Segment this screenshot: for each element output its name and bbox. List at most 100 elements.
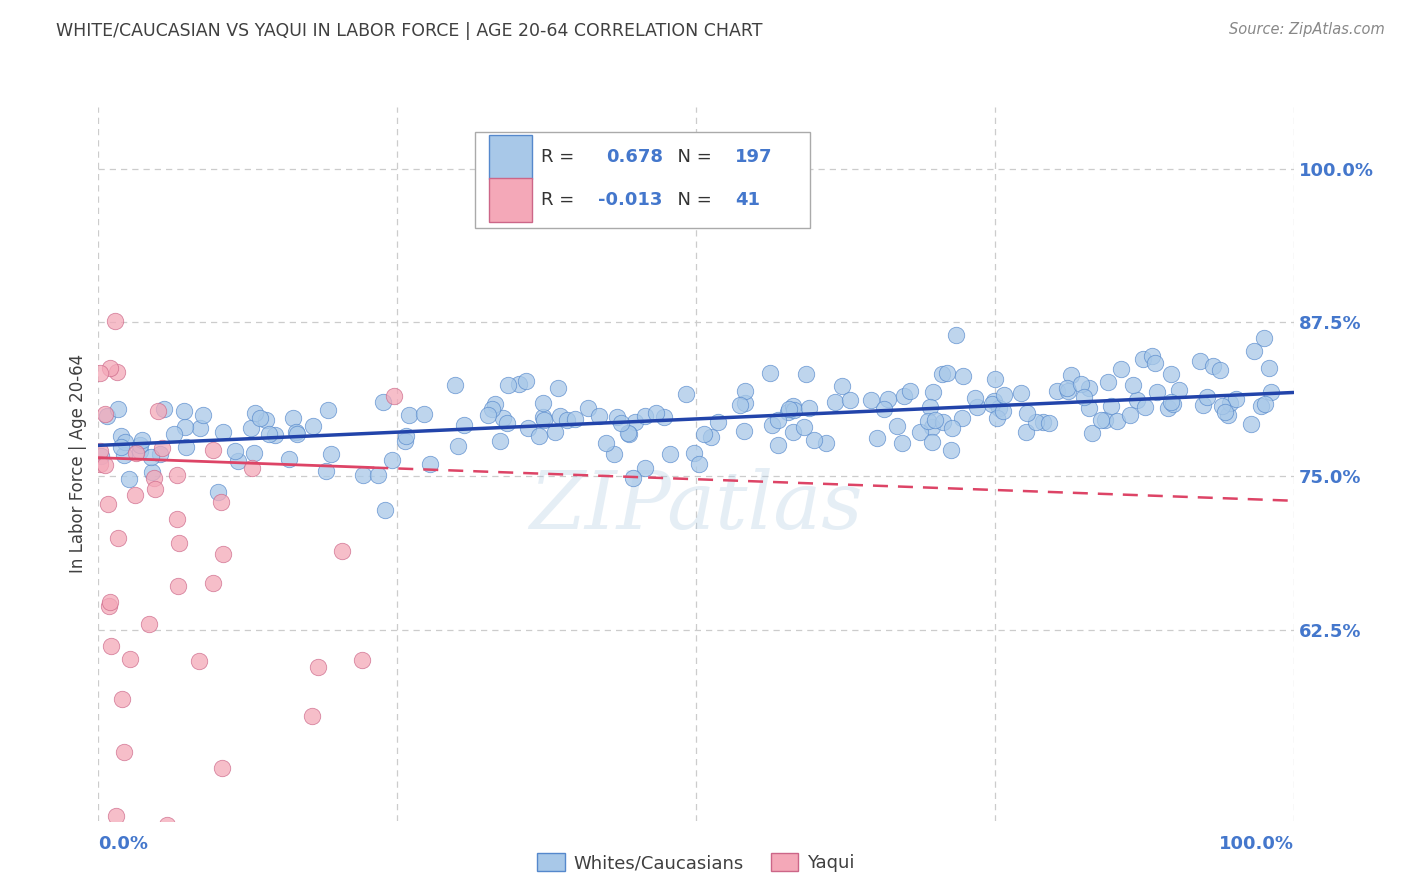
- Point: [173, 403, 195, 417]
- Point: [226, 454, 249, 468]
- Point: [988, 401, 1011, 416]
- Point: [148, 403, 170, 417]
- Point: [1109, 362, 1132, 376]
- Point: [129, 437, 152, 451]
- Point: [315, 464, 337, 478]
- Point: [110, 429, 132, 443]
- Point: [373, 395, 395, 409]
- Point: [1168, 383, 1191, 397]
- Point: [515, 374, 537, 388]
- Point: [728, 398, 751, 412]
- Point: [1038, 416, 1060, 430]
- Text: N =: N =: [666, 148, 717, 166]
- Text: 197: 197: [735, 148, 773, 166]
- Point: [782, 425, 804, 439]
- Point: [277, 451, 299, 466]
- Point: [330, 544, 353, 558]
- Point: [548, 409, 571, 423]
- Point: [866, 431, 889, 445]
- Point: [188, 421, 211, 435]
- Point: [1057, 384, 1080, 398]
- Point: [1253, 330, 1275, 344]
- Point: [382, 388, 405, 402]
- Point: [898, 384, 921, 399]
- Point: [89, 366, 111, 380]
- Point: [1070, 377, 1092, 392]
- Point: [1197, 390, 1219, 404]
- Point: [682, 446, 704, 460]
- Point: [531, 409, 554, 424]
- Point: [1211, 399, 1233, 413]
- Point: [224, 444, 246, 458]
- Point: [984, 372, 1007, 386]
- Point: [922, 384, 945, 399]
- Point: [1046, 384, 1069, 399]
- Point: [90, 449, 112, 463]
- Point: [603, 447, 626, 461]
- Point: [419, 457, 441, 471]
- Point: [941, 421, 963, 435]
- Text: N =: N =: [666, 191, 717, 209]
- Point: [529, 429, 551, 443]
- Point: [104, 314, 127, 328]
- Point: [114, 435, 136, 450]
- Point: [301, 709, 323, 723]
- Point: [839, 393, 862, 408]
- Point: [796, 367, 818, 381]
- Point: [1056, 381, 1078, 395]
- Point: [555, 413, 578, 427]
- Point: [96, 497, 118, 511]
- Point: [533, 413, 555, 427]
- Point: [950, 411, 973, 425]
- Point: [1225, 392, 1247, 406]
- Point: [398, 408, 420, 422]
- Point: [624, 415, 647, 429]
- Point: [893, 389, 915, 403]
- Point: [652, 410, 675, 425]
- Point: [381, 452, 404, 467]
- Point: [100, 361, 122, 376]
- Point: [142, 471, 165, 485]
- Point: [124, 488, 146, 502]
- Point: [963, 391, 986, 405]
- Point: [564, 411, 586, 425]
- Point: [498, 378, 520, 392]
- Point: [240, 421, 263, 435]
- Point: [1032, 415, 1054, 429]
- Point: [921, 420, 943, 434]
- Point: [931, 367, 953, 381]
- Text: ZIPatlas: ZIPatlas: [529, 468, 863, 545]
- Point: [1105, 414, 1128, 428]
- Point: [112, 745, 135, 759]
- Point: [952, 368, 974, 383]
- Point: [1077, 381, 1099, 395]
- Point: [243, 406, 266, 420]
- Point: [94, 407, 117, 421]
- Point: [163, 426, 186, 441]
- Point: [1015, 406, 1038, 420]
- Point: [321, 447, 343, 461]
- Point: [688, 457, 710, 471]
- Point: [352, 468, 374, 483]
- Point: [484, 397, 506, 411]
- Text: 100.0%: 100.0%: [1219, 836, 1294, 854]
- Point: [734, 384, 756, 399]
- Point: [264, 428, 287, 442]
- Point: [986, 411, 1008, 425]
- Point: [1119, 408, 1142, 422]
- Point: [700, 430, 723, 444]
- Point: [104, 809, 127, 823]
- Point: [1216, 408, 1239, 422]
- Point: [634, 460, 657, 475]
- Point: [859, 393, 882, 408]
- Point: [993, 404, 1015, 418]
- Point: [595, 435, 617, 450]
- Point: [153, 401, 176, 416]
- Y-axis label: In Labor Force | Age 20-64: In Labor Force | Age 20-64: [69, 354, 87, 574]
- Point: [576, 401, 599, 416]
- Point: [1060, 368, 1083, 383]
- Point: [797, 401, 820, 415]
- Point: [150, 441, 173, 455]
- Point: [993, 388, 1015, 402]
- Point: [1188, 354, 1211, 368]
